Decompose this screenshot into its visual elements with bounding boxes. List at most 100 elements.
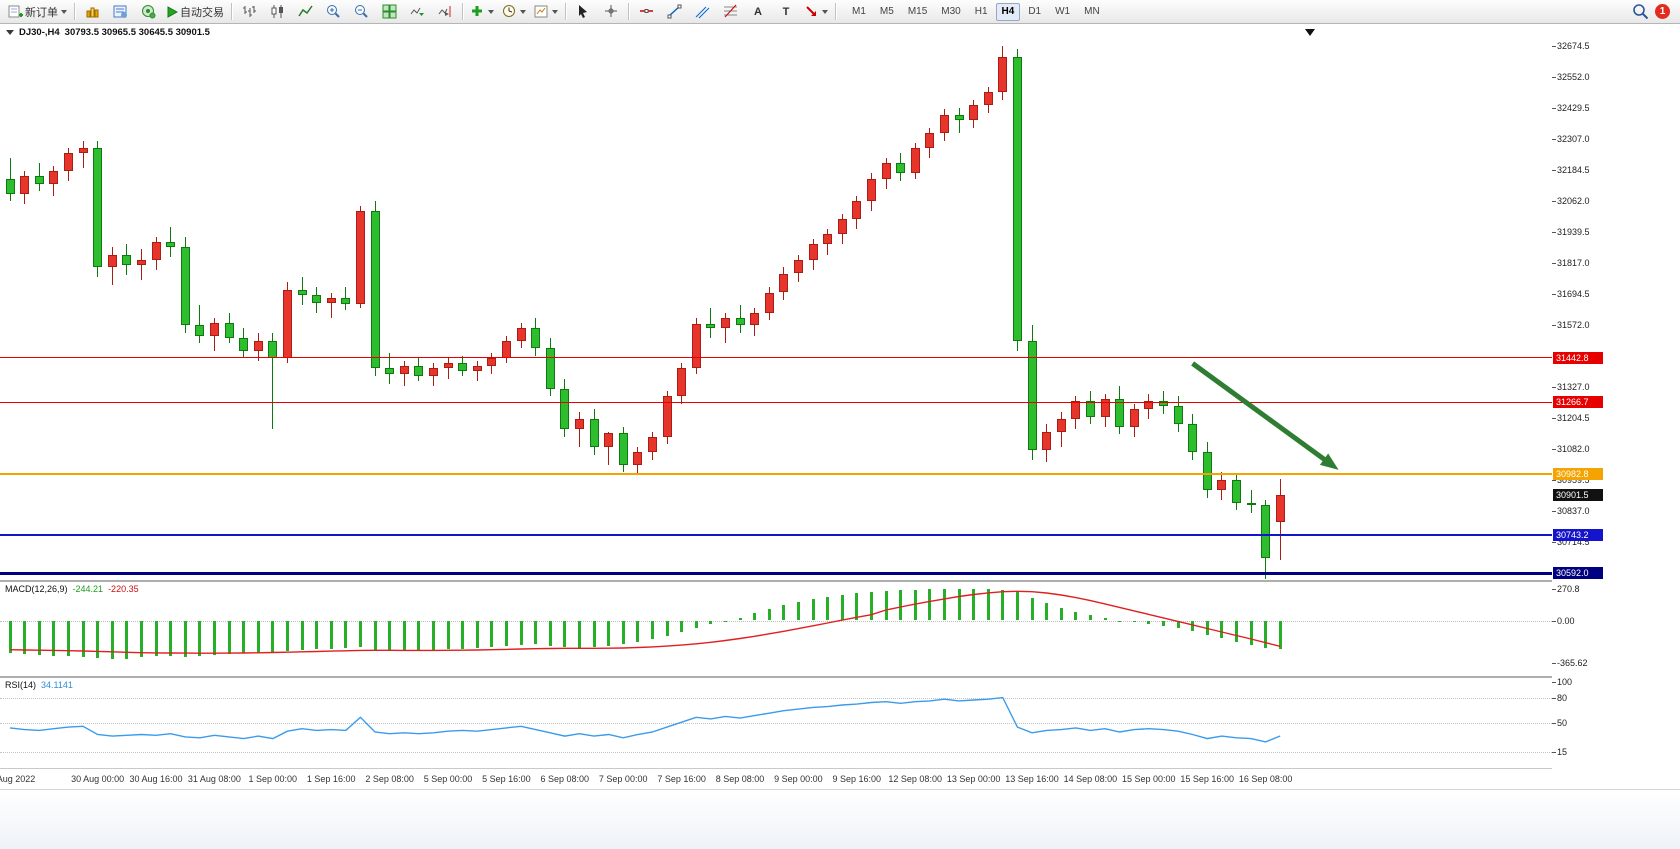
time-label[interactable]: 16 Sep 08:00 <box>1238 774 1293 784</box>
timeframe-M1[interactable]: M1 <box>852 5 866 17</box>
price-pane[interactable]: DJ30-,H4 30793.5 30965.5 30645.5 30901.5 <box>0 24 1552 580</box>
time-label[interactable]: 14 Sep 08:00 <box>1063 774 1118 784</box>
market-watch-button[interactable] <box>78 1 106 23</box>
time-label[interactable]: 30 Aug 00:00 <box>71 774 125 784</box>
time-label[interactable]: 9 Sep 16:00 <box>832 774 882 784</box>
horizontal-line-button[interactable] <box>632 1 660 23</box>
rsi-pane[interactable]: RSI(14) 34.1141 <box>0 678 1552 768</box>
navigator-button[interactable] <box>134 1 162 23</box>
chevron-down-icon <box>488 9 494 14</box>
horizontal-line-30982.8[interactable] <box>0 473 1552 476</box>
timeframe-W1[interactable]: W1 <box>1055 5 1071 17</box>
horizontal-line-icon <box>639 9 653 13</box>
price-tick-mark <box>1552 262 1556 264</box>
macd-histogram-bar <box>1220 620 1224 639</box>
time-label[interactable]: 30 Aug 16:00 <box>129 774 183 784</box>
macd-axis-tick-mark <box>1552 588 1556 590</box>
candlestick-chart-button[interactable] <box>263 1 291 23</box>
price-tick-mark <box>1552 324 1556 326</box>
zoom-in-button[interactable] <box>319 1 347 23</box>
candle-body <box>1188 424 1198 453</box>
candle-body <box>531 327 541 349</box>
time-label[interactable]: 15 Sep 16:00 <box>1180 774 1234 784</box>
time-label[interactable]: 6 Sep 08:00 <box>540 774 590 784</box>
candle-body <box>925 132 935 149</box>
time-label[interactable]: 8 Sep 08:00 <box>715 774 765 784</box>
cursor-button[interactable] <box>569 1 597 23</box>
horizontal-line-30743.2[interactable] <box>0 533 1552 536</box>
price-badge-30743.2[interactable]: 30743.2 <box>1553 528 1603 541</box>
timeframe-H1[interactable]: H1 <box>974 5 988 17</box>
time-label[interactable]: 1 Sep 00:00 <box>248 774 298 784</box>
trendline-button[interactable] <box>660 1 688 23</box>
time-label[interactable]: 12 Sep 08:00 <box>888 774 942 784</box>
text-tool-button[interactable]: A <box>744 1 772 23</box>
time-label[interactable]: 2 Sep 08:00 <box>365 774 414 784</box>
new-order-button[interactable]: 新订单 <box>4 1 71 23</box>
indicators-button[interactable] <box>466 1 498 23</box>
price-tick-label: 32307.0 <box>1557 133 1590 144</box>
time-label[interactable]: 29 Aug 2022 <box>0 774 36 784</box>
price-badge-31266.7[interactable]: 31266.7 <box>1553 396 1603 409</box>
time-label[interactable]: 15 Sep 00:00 <box>1122 774 1176 784</box>
toolbar-separator <box>74 3 75 20</box>
crosshair-button[interactable] <box>597 1 625 23</box>
time-label[interactable]: 13 Sep 00:00 <box>946 774 1001 784</box>
horizontal-line-30592[interactable] <box>0 571 1552 575</box>
candle-body <box>209 322 219 336</box>
timeframe-H4[interactable]: H4 <box>995 2 1021 21</box>
timeframe-MN[interactable]: MN <box>1084 5 1100 17</box>
price-badge-30982.8[interactable]: 30982.8 <box>1553 468 1603 481</box>
macd-pane[interactable]: MACD(12,26,9) -244.21 -220.35 <box>0 582 1552 676</box>
arrows-tool-button[interactable] <box>800 1 832 23</box>
price-badge-30592.0[interactable]: 30592.0 <box>1553 567 1603 580</box>
channel-button[interactable] <box>688 1 716 23</box>
time-label[interactable]: 5 Sep 16:00 <box>482 774 531 784</box>
line-chart-button[interactable] <box>291 1 319 23</box>
time-label[interactable]: 31 Aug 08:00 <box>187 774 241 784</box>
time-label[interactable]: 7 Sep 00:00 <box>598 774 648 784</box>
auto-trading-button[interactable]: 自动交易 <box>162 1 228 23</box>
periods-button[interactable] <box>498 1 530 23</box>
notification-badge[interactable]: 1 <box>1655 4 1670 19</box>
candle-body <box>1100 398 1110 417</box>
tile-windows-button[interactable] <box>375 1 403 23</box>
data-window-button[interactable] <box>106 1 134 23</box>
label-tool-button[interactable]: T <box>772 1 800 23</box>
timeframe-D1[interactable]: D1 <box>1028 5 1042 17</box>
time-label[interactable]: 5 Sep 00:00 <box>423 774 473 784</box>
price-badge-31442.8[interactable]: 31442.8 <box>1553 351 1603 364</box>
timeframe-M30[interactable]: M30 <box>941 5 961 17</box>
horizontal-line-31442.8[interactable] <box>0 357 1552 359</box>
auto-scroll-button[interactable] <box>403 1 431 23</box>
price-axis[interactable]: 32674.5 32552.0 32429.5 32307.0 32184.5 32062… <box>1552 24 1680 794</box>
bar-chart-icon <box>242 6 256 17</box>
line-chart-icon <box>297 5 313 17</box>
time-label[interactable]: 9 Sep 00:00 <box>774 774 823 784</box>
macd-histogram-bar <box>855 593 859 621</box>
price-tick-label: 31327.0 <box>1557 381 1590 392</box>
chart-shift-button[interactable] <box>431 1 459 23</box>
macd-histogram-bar <box>490 620 494 648</box>
templates-button[interactable] <box>530 1 562 23</box>
macd-histogram-bar <box>607 620 611 647</box>
time-label[interactable]: 13 Sep 16:00 <box>1005 774 1059 784</box>
timeframe-M5[interactable]: M5 <box>879 5 894 17</box>
timeframe-M15[interactable]: M15 <box>907 5 928 17</box>
time-label[interactable]: 7 Sep 16:00 <box>657 774 706 784</box>
price-tick-label: 31204.5 <box>1557 413 1590 423</box>
bar-chart-button[interactable] <box>235 1 263 23</box>
fibonacci-button[interactable] <box>716 1 744 23</box>
zoom-out-button[interactable] <box>347 1 375 23</box>
search-icon[interactable] <box>1632 3 1649 20</box>
price-tick-mark <box>1552 511 1556 513</box>
chart-shift-marker[interactable] <box>1305 29 1315 36</box>
time-axis[interactable]: 29 Aug 2022 30 Aug 00:00 30 Aug 16:00 31 Au… <box>0 768 1552 789</box>
price-badge-30901.5[interactable]: 30901.5 <box>1553 488 1603 501</box>
macd-histogram-bar <box>636 620 640 643</box>
auto-scroll-icon <box>410 7 424 16</box>
time-label[interactable]: 1 Sep 16:00 <box>306 774 356 784</box>
horizontal-line-31266.7[interactable] <box>0 401 1552 403</box>
candle-body <box>107 254 117 268</box>
candle-body <box>458 363 468 372</box>
